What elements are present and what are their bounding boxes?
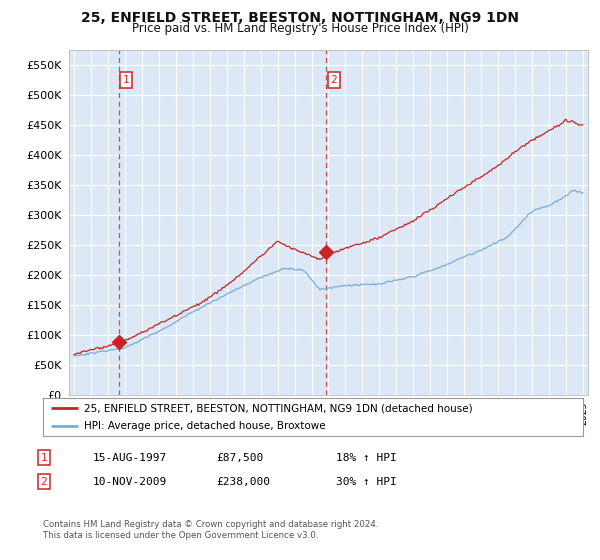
Text: This data is licensed under the Open Government Licence v3.0.: This data is licensed under the Open Gov…	[43, 531, 319, 540]
Text: Contains HM Land Registry data © Crown copyright and database right 2024.: Contains HM Land Registry data © Crown c…	[43, 520, 379, 529]
Text: 25, ENFIELD STREET, BEESTON, NOTTINGHAM, NG9 1DN: 25, ENFIELD STREET, BEESTON, NOTTINGHAM,…	[81, 11, 519, 25]
Text: HPI: Average price, detached house, Broxtowe: HPI: Average price, detached house, Brox…	[83, 421, 325, 431]
Text: 15-AUG-1997: 15-AUG-1997	[93, 452, 167, 463]
Text: 1: 1	[40, 452, 47, 463]
Text: 30% ↑ HPI: 30% ↑ HPI	[336, 477, 397, 487]
Text: 10-NOV-2009: 10-NOV-2009	[93, 477, 167, 487]
Text: £238,000: £238,000	[216, 477, 270, 487]
Text: 2: 2	[40, 477, 47, 487]
Text: 18% ↑ HPI: 18% ↑ HPI	[336, 452, 397, 463]
Text: 1: 1	[123, 75, 130, 85]
Text: Price paid vs. HM Land Registry's House Price Index (HPI): Price paid vs. HM Land Registry's House …	[131, 22, 469, 35]
Text: 2: 2	[331, 75, 337, 85]
Text: 25, ENFIELD STREET, BEESTON, NOTTINGHAM, NG9 1DN (detached house): 25, ENFIELD STREET, BEESTON, NOTTINGHAM,…	[83, 403, 472, 413]
Text: £87,500: £87,500	[216, 452, 263, 463]
